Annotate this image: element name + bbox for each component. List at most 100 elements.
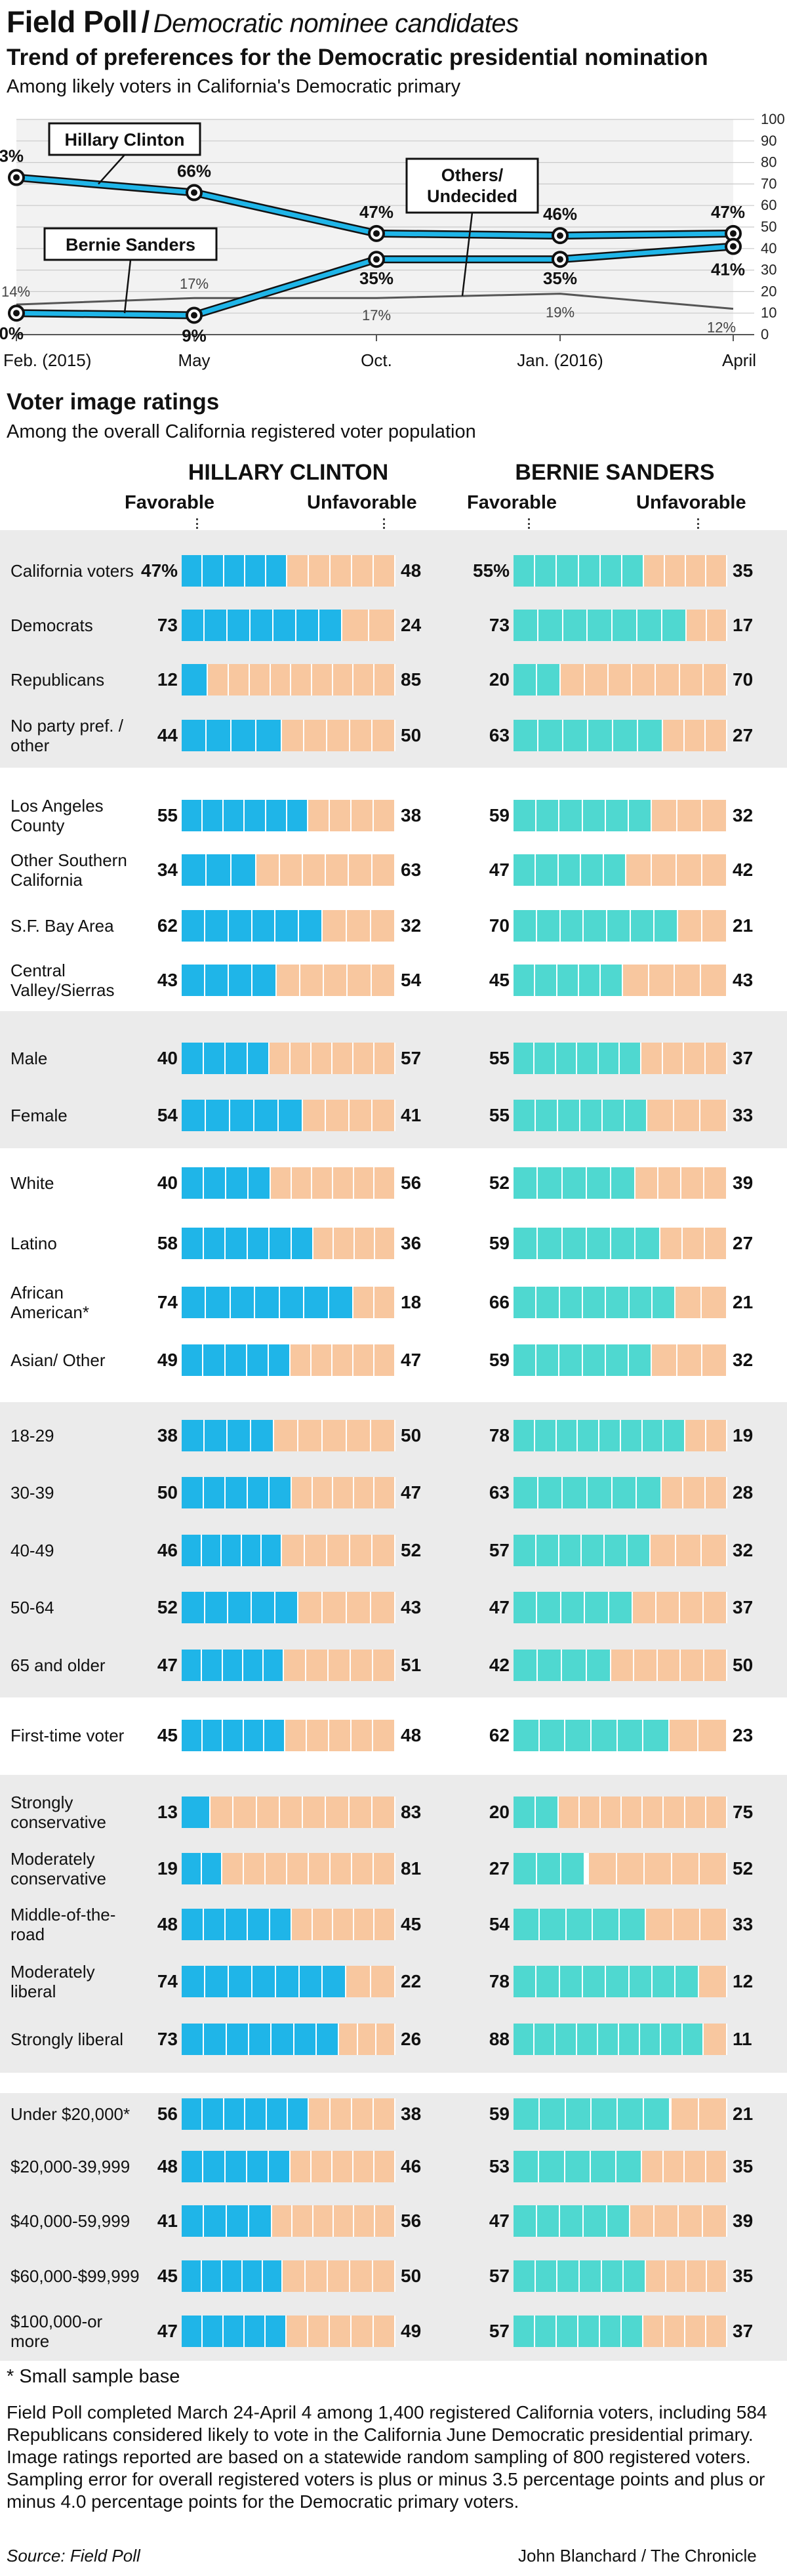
bar-segment — [287, 2316, 308, 2347]
clinton-favorable-bar — [182, 1420, 274, 1451]
bar-segment — [352, 1720, 374, 1751]
row-label: Democrats — [10, 615, 93, 635]
bar-segment — [677, 1344, 702, 1376]
bar-segment — [538, 1167, 563, 1199]
bar-segment — [226, 1043, 248, 1074]
bar-segment — [244, 1720, 265, 1751]
bar-segment — [685, 1420, 707, 1451]
bar-segment — [514, 1167, 538, 1199]
bar-segment — [373, 2260, 395, 2292]
bar-segment — [579, 555, 601, 587]
bar-segment — [271, 1167, 292, 1199]
bar-segment — [350, 720, 373, 751]
bar-segment — [182, 1797, 211, 1828]
bar-segment — [272, 2024, 294, 2055]
bar-segment — [291, 2151, 312, 2182]
clinton-favorable-value: 41 — [157, 2211, 178, 2231]
bar-segment — [641, 1043, 663, 1074]
y-tick-label: 20 — [761, 283, 777, 299]
sanders-bar — [514, 854, 728, 886]
clinton-favorable-value: 45 — [157, 2266, 178, 2286]
bar-segment — [634, 1650, 658, 1681]
bar-segment — [676, 1287, 702, 1318]
bar-segment — [609, 1592, 634, 1623]
bar-segment — [248, 1043, 270, 1074]
sanders-bar — [514, 1720, 728, 1751]
bar-segment — [182, 1287, 207, 1318]
bar-segment — [577, 2024, 598, 2055]
sanders-favorable-value: 66 — [489, 1292, 510, 1312]
bar-segment — [561, 1592, 586, 1623]
clinton-bar — [182, 2260, 395, 2292]
sanders-unfavorable-value: 35 — [733, 2266, 754, 2286]
sanders-favorable-value: 78 — [489, 1971, 510, 1991]
bar-segment — [589, 1853, 617, 1884]
clinton-favorable-value: 47% — [141, 560, 178, 581]
small-sample-note: * Small sample base — [7, 2366, 180, 2387]
bar-segment — [672, 1853, 700, 1884]
bar-segment — [514, 555, 536, 587]
bar-segment — [514, 1287, 537, 1318]
bar-segment — [604, 854, 627, 886]
bar-segment — [514, 1853, 538, 1884]
sanders-favorable-bar — [514, 1853, 586, 1884]
source-credit: Source: Field Poll — [7, 2546, 140, 2566]
clinton-favorable-bar — [182, 720, 282, 751]
clinton-favorable-value: 50 — [157, 1482, 178, 1503]
bar-segment — [182, 1477, 204, 1508]
bar-segment — [203, 800, 224, 831]
bar-segment — [204, 2024, 227, 2055]
bar-segment — [182, 2316, 203, 2347]
bar-segment — [660, 1228, 683, 1259]
bar-segment — [658, 1167, 682, 1199]
bar-segment — [665, 555, 686, 587]
bar-segment — [706, 2151, 728, 2182]
bar-segment — [535, 2024, 556, 2055]
clinton-bar — [182, 1720, 396, 1751]
bar-segment — [566, 2098, 592, 2130]
sanders-unfavorable-bar — [641, 1043, 728, 1074]
clinton-favorable-value: 74 — [157, 1971, 178, 1991]
bar-segment — [618, 2098, 645, 2130]
bar-segment — [329, 1650, 352, 1681]
bar-segment — [375, 2205, 396, 2237]
bar-segment — [588, 1477, 613, 1508]
sanders-bar — [514, 1100, 727, 1131]
clinton-unfavorable-bar — [313, 1228, 396, 1259]
bar-segment — [244, 1853, 266, 1884]
sanders-favorable-value: 55 — [489, 1105, 510, 1125]
bar-segment — [563, 1167, 587, 1199]
bar-segment — [621, 1420, 643, 1451]
sanders-bar — [514, 1287, 727, 1318]
bar-segment — [263, 2260, 283, 2292]
bar-segment — [206, 1100, 231, 1131]
bar-segment — [602, 2260, 624, 2292]
bar-segment — [266, 2316, 287, 2347]
sanders-favorable-value: 57 — [489, 1540, 510, 1560]
bar-segment — [369, 610, 395, 641]
bar-segment — [229, 664, 250, 696]
bar-segment — [514, 1535, 536, 1566]
bar-segment — [680, 1592, 704, 1623]
bar-segment — [651, 1535, 676, 1566]
sanders-unfavorable-bar — [589, 1853, 728, 1884]
sanders-favorable-bar — [514, 1720, 670, 1751]
clinton-unfavorable-value: 47 — [401, 1482, 422, 1503]
bar-segment — [630, 2205, 655, 2237]
bar-segment — [706, 1043, 728, 1074]
bar-segment — [203, 1344, 226, 1376]
bar-segment — [514, 1650, 538, 1681]
bar-segment — [312, 1167, 333, 1199]
bar-segment — [559, 1797, 580, 1828]
sanders-point-center — [373, 256, 380, 263]
clinton-bar — [182, 910, 396, 942]
clinton-unfavorable-bar — [309, 2098, 396, 2130]
bar-segment — [675, 965, 702, 996]
bar-segment — [609, 664, 633, 696]
bar-segment — [229, 1966, 252, 1997]
bar-segment — [298, 1592, 323, 1623]
bar-segment — [373, 1650, 396, 1681]
sanders-callout-box — [43, 227, 218, 261]
y-tick-label: 0 — [761, 326, 769, 343]
